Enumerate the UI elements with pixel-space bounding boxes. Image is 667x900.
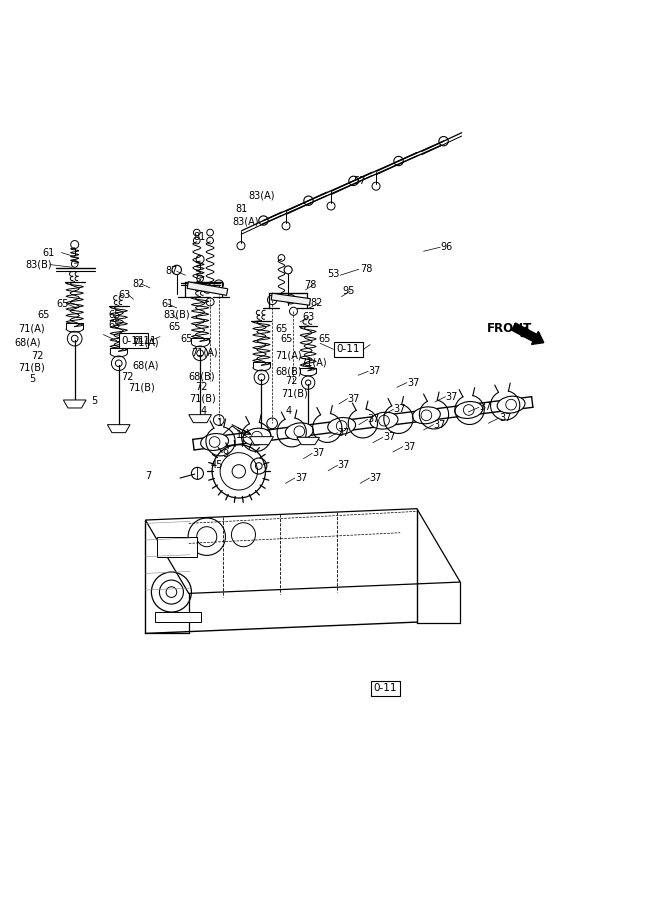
Text: 45: 45 (211, 460, 223, 471)
Text: 0-11: 0-11 (121, 336, 145, 346)
Text: 57: 57 (354, 176, 366, 185)
Text: 7: 7 (145, 471, 151, 481)
Ellipse shape (455, 401, 483, 419)
Text: 5: 5 (91, 396, 97, 406)
Text: 65: 65 (109, 320, 121, 330)
Text: 83(A): 83(A) (249, 191, 275, 201)
Text: 71(A): 71(A) (191, 347, 218, 357)
Text: 37: 37 (434, 419, 446, 429)
Text: 37: 37 (368, 414, 380, 424)
Text: FRONT: FRONT (487, 322, 532, 335)
Text: 4: 4 (200, 406, 206, 417)
Polygon shape (107, 425, 130, 433)
Text: 37: 37 (407, 378, 420, 388)
Text: 37: 37 (383, 432, 396, 442)
Ellipse shape (412, 407, 440, 424)
Text: 53: 53 (327, 269, 340, 279)
Text: 0-11: 0-11 (336, 345, 360, 355)
Bar (155, 612, 201, 622)
Text: 0-11: 0-11 (374, 683, 398, 693)
Text: 71(A): 71(A) (132, 338, 159, 347)
Text: 63: 63 (119, 290, 131, 300)
Text: 65: 65 (169, 322, 181, 332)
Text: 65: 65 (37, 310, 50, 320)
Ellipse shape (285, 423, 313, 440)
Text: 37: 37 (368, 366, 381, 376)
Text: 72: 72 (121, 372, 133, 382)
Text: 65: 65 (57, 299, 69, 309)
FancyArrow shape (512, 323, 544, 345)
Text: 83(A): 83(A) (232, 216, 259, 226)
Text: 68(B): 68(B) (189, 372, 215, 382)
Text: 65: 65 (319, 334, 331, 345)
Text: 65: 65 (109, 310, 121, 320)
Text: 37: 37 (479, 402, 492, 412)
Text: 72: 72 (31, 351, 44, 361)
Text: 82: 82 (132, 279, 145, 289)
Text: 1: 1 (217, 418, 223, 428)
Text: 71(B): 71(B) (189, 393, 215, 403)
Text: 61: 61 (42, 248, 54, 257)
Bar (157, 536, 197, 557)
Text: 68(B): 68(B) (275, 366, 302, 376)
Text: 68(A): 68(A) (15, 338, 41, 347)
Text: 81: 81 (235, 203, 247, 213)
Text: 5: 5 (29, 374, 35, 384)
Text: 37: 37 (348, 393, 360, 403)
Polygon shape (145, 508, 460, 593)
Text: 83(B): 83(B) (25, 259, 52, 270)
Text: 87: 87 (165, 266, 178, 276)
Text: 63: 63 (302, 311, 314, 321)
Text: 37: 37 (338, 460, 350, 471)
Text: 37: 37 (312, 448, 325, 458)
Text: 78: 78 (360, 265, 373, 274)
Ellipse shape (370, 412, 398, 429)
Polygon shape (63, 400, 86, 408)
Text: 71(B): 71(B) (281, 388, 307, 399)
Text: 37: 37 (394, 404, 406, 414)
Text: 95: 95 (342, 286, 355, 296)
Polygon shape (189, 415, 211, 423)
Text: 4: 4 (285, 406, 291, 417)
Text: 37: 37 (338, 428, 350, 437)
Text: 61: 61 (161, 299, 173, 309)
Ellipse shape (201, 434, 229, 451)
Text: 65: 65 (275, 324, 288, 334)
Text: 68(A): 68(A) (132, 360, 159, 370)
Text: 37: 37 (446, 392, 458, 401)
Polygon shape (297, 437, 319, 445)
Text: 72: 72 (285, 376, 298, 386)
Ellipse shape (243, 428, 271, 446)
Text: 71(A): 71(A) (275, 351, 302, 361)
Text: 37: 37 (499, 413, 512, 423)
Ellipse shape (327, 418, 356, 435)
Text: 37: 37 (370, 473, 382, 483)
Text: 71(B): 71(B) (19, 363, 45, 373)
Text: 37: 37 (403, 442, 416, 452)
Text: 81: 81 (193, 231, 205, 241)
Text: 71(B): 71(B) (128, 382, 155, 392)
Ellipse shape (497, 396, 525, 413)
Text: 82: 82 (310, 298, 323, 309)
Text: 71(A): 71(A) (300, 357, 327, 367)
Text: 96: 96 (440, 242, 452, 252)
Text: 71(A): 71(A) (19, 324, 45, 334)
Text: 78: 78 (304, 280, 317, 290)
Polygon shape (249, 436, 273, 445)
Text: 65: 65 (280, 334, 293, 345)
Text: 83(B): 83(B) (163, 310, 190, 320)
Text: 9: 9 (222, 449, 228, 459)
Text: 72: 72 (195, 382, 207, 392)
Polygon shape (187, 282, 227, 295)
Text: 12: 12 (236, 430, 249, 440)
Text: 37: 37 (295, 473, 307, 483)
Text: 65: 65 (180, 334, 193, 345)
Text: 0-11: 0-11 (133, 336, 157, 346)
Polygon shape (271, 293, 310, 305)
